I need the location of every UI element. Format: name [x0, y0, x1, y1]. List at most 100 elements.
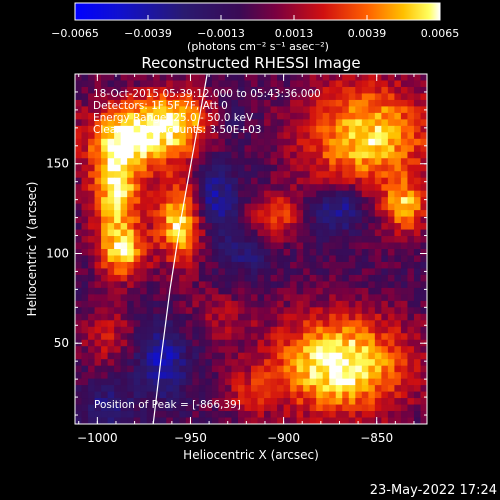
heatmap-cell: [277, 339, 284, 347]
peak-position-label: Position of Peak = [-866,39]: [94, 399, 241, 411]
heatmap-cell: [264, 106, 271, 114]
heatmap-cell: [394, 352, 402, 360]
heatmap-cell: [251, 190, 258, 198]
heatmap-cell: [101, 229, 108, 237]
heatmap-cell: [329, 372, 337, 380]
heatmap-cell: [140, 294, 148, 302]
heatmap-cell: [420, 391, 427, 399]
heatmap-cell: [322, 268, 330, 276]
heatmap-cell: [224, 138, 232, 146]
heatmap-cell: [120, 404, 128, 412]
heatmap-cell: [237, 132, 245, 140]
heatmap-cell: [400, 203, 408, 211]
heatmap-cell: [192, 378, 200, 386]
heatmap-cell: [146, 164, 154, 172]
heatmap-cell: [172, 184, 180, 192]
heatmap-cell: [237, 261, 245, 269]
heatmap-cell: [218, 417, 226, 424]
heatmap-cell: [270, 404, 278, 412]
heatmap-cell: [400, 359, 408, 367]
heatmap-cell: [335, 372, 343, 380]
heatmap-cell: [244, 320, 252, 328]
heatmap-cell: [322, 261, 330, 269]
heatmap-cell: [81, 300, 89, 308]
heatmap-cell: [172, 80, 180, 88]
heatmap-cell: [179, 210, 187, 217]
heatmap-cell: [120, 112, 128, 120]
heatmap-cell: [101, 307, 108, 315]
heatmap-cell: [413, 268, 421, 276]
heatmap-cell: [94, 372, 102, 380]
heatmap-cell: [244, 132, 252, 140]
heatmap-cell: [296, 74, 304, 81]
heatmap-cell: [264, 229, 271, 237]
heatmap-cell: [81, 404, 89, 412]
heatmap-cell: [146, 86, 154, 94]
heatmap-cell: [335, 177, 343, 185]
heatmap-cell: [348, 398, 356, 405]
heatmap-cell: [413, 294, 421, 302]
heatmap-cell: [192, 281, 200, 289]
heatmap-cell: [140, 80, 148, 88]
heatmap-cell: [335, 287, 343, 295]
heatmap-cell: [374, 132, 382, 140]
heatmap-cell: [316, 287, 324, 295]
heatmap-cell: [413, 307, 421, 315]
heatmap-cell: [329, 158, 337, 166]
heatmap-cell: [381, 287, 389, 295]
heatmap-cell: [361, 300, 369, 308]
heatmap-cell: [264, 132, 271, 140]
heatmap-cell: [342, 268, 350, 276]
heatmap-cell: [153, 281, 161, 289]
heatmap-cell: [127, 255, 135, 263]
heatmap-cell: [368, 313, 376, 321]
heatmap-cell: [335, 274, 343, 282]
heatmap-cell: [218, 125, 226, 133]
heatmap-cell: [296, 177, 304, 185]
heatmap-cell: [120, 86, 128, 94]
heatmap-cell: [127, 112, 135, 120]
heatmap-cell: [101, 164, 108, 172]
heatmap-cell: [166, 229, 174, 237]
heatmap-cell: [127, 346, 135, 354]
heatmap-cell: [205, 151, 213, 159]
colorbar: −0.0065 −0.0039 −0.0013 0.0013 0.0039 0.0065 …: [51, 2, 459, 53]
heatmap-cell: [413, 203, 421, 211]
heatmap-cell: [251, 359, 258, 367]
heatmap-cell: [179, 242, 187, 250]
heatmap-cell: [257, 236, 265, 243]
heatmap-cell: [368, 236, 376, 243]
heatmap-cell: [361, 203, 369, 211]
heatmap-cell: [166, 164, 174, 172]
heatmap-cell: [420, 119, 427, 127]
heatmap-cell: [218, 352, 226, 360]
heatmap-cell: [81, 313, 89, 321]
heatmap-cell: [361, 119, 369, 127]
heatmap-cell: [277, 197, 284, 205]
heatmap-cell: [205, 138, 213, 146]
colorbar-tick-label: −0.0013: [197, 27, 245, 40]
heatmap-cell: [316, 320, 324, 328]
heatmap-cell: [237, 74, 245, 81]
heatmap-cell: [420, 274, 427, 282]
heatmap-cell: [224, 326, 232, 334]
heatmap-cell: [329, 300, 337, 308]
heatmap-cell: [394, 268, 402, 276]
heatmap-cell: [81, 326, 89, 334]
heatmap-cell: [264, 385, 271, 392]
heatmap-cell: [400, 242, 408, 250]
heatmap-cell: [348, 255, 356, 263]
heatmap-cell: [133, 190, 141, 198]
heatmap-cell: [224, 80, 232, 88]
heatmap-cell: [290, 80, 298, 88]
heatmap-cell: [166, 177, 174, 185]
heatmap-cell: [198, 197, 206, 205]
heatmap-cell: [394, 236, 402, 243]
heatmap-cell: [374, 365, 382, 373]
heatmap-cell: [185, 125, 193, 133]
heatmap-cell: [205, 229, 213, 237]
heatmap-cell: [133, 145, 141, 153]
heatmap-cell: [420, 112, 427, 120]
heatmap-cell: [120, 339, 128, 347]
heatmap-cell: [264, 119, 271, 127]
